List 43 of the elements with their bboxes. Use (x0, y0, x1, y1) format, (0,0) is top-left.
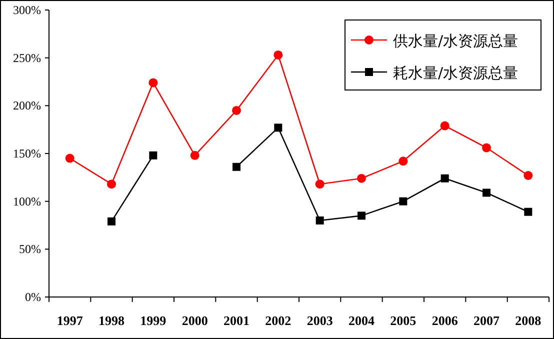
point (482, 188, 490, 197)
y-tick-label: 150% (13, 146, 41, 160)
y-tick-label: 250% (13, 50, 41, 65)
point (148, 78, 158, 88)
point (65, 154, 74, 163)
point (232, 106, 241, 115)
point (440, 121, 450, 130)
point (524, 208, 532, 216)
point (357, 174, 366, 183)
point (190, 150, 200, 160)
x-tick-label: 2001 (224, 313, 250, 328)
x-tick-label: 2007 (474, 313, 500, 328)
x-tick-label: 1999 (140, 313, 167, 328)
y-tick-label: 300% (13, 3, 41, 17)
y-tick-label: 200% (13, 98, 41, 113)
point (274, 124, 282, 132)
y-tick-label: 50% (19, 242, 41, 256)
point (358, 212, 366, 220)
x-tick-label: 2006 (432, 313, 458, 328)
point (399, 197, 408, 206)
point (274, 50, 283, 60)
x-tick-label: 2000 (182, 313, 208, 328)
point (107, 180, 116, 189)
point (440, 174, 449, 182)
legend-label: 耗水量/水资源总量 (393, 64, 518, 82)
x-tick-label: 2003 (306, 313, 334, 328)
legend-label: 供水量/水资源总量 (393, 32, 518, 50)
y-tick-label: 0% (25, 290, 41, 304)
x-tick-label: 2005 (390, 313, 417, 328)
y-tick-label: 100% (13, 194, 41, 208)
x-tick-label: 1998 (98, 313, 125, 328)
point (149, 151, 158, 160)
x-tick-label: 2004 (348, 313, 375, 328)
x-tick-label: 2002 (265, 313, 292, 328)
point (316, 216, 324, 224)
x-tick-label: 2008 (515, 313, 542, 328)
point (232, 162, 240, 171)
point (108, 217, 116, 226)
x-tick-label: 1997 (56, 313, 84, 328)
point (524, 171, 533, 180)
point (398, 156, 408, 166)
point (315, 180, 324, 189)
point (482, 143, 491, 152)
